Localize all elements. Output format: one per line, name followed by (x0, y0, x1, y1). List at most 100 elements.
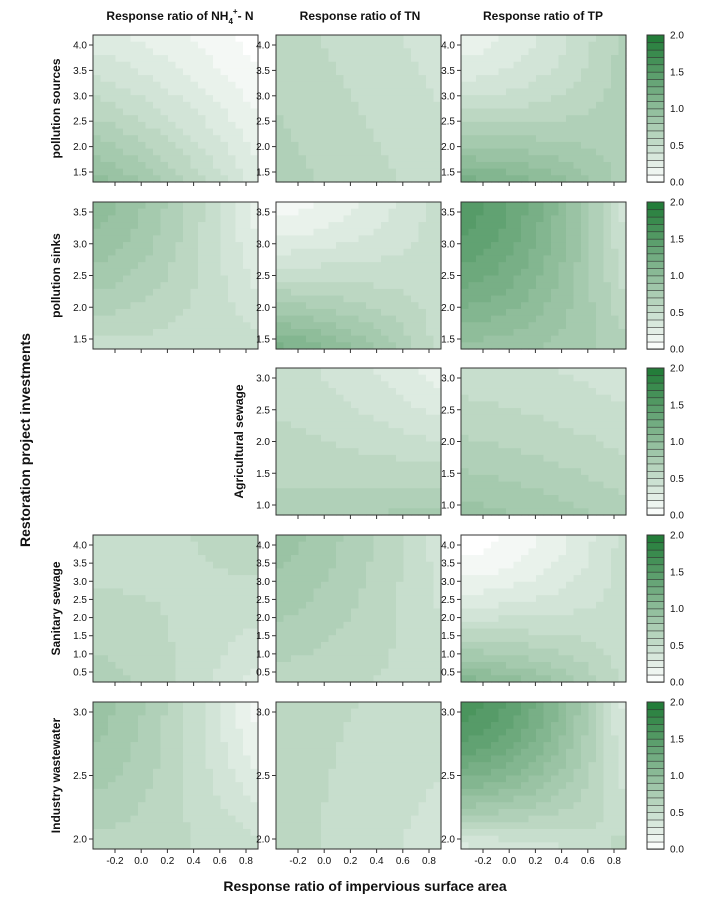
contour-cell (115, 548, 124, 556)
contour-cell (321, 48, 330, 56)
contour-cell (243, 322, 252, 330)
contour-cell (373, 621, 382, 630)
contour-cell (483, 282, 492, 290)
contour-cell (603, 454, 612, 463)
contour-cell (491, 121, 500, 130)
contour-cell (411, 601, 420, 610)
contour-cell (411, 414, 420, 423)
contour-cell (313, 568, 322, 576)
contour-cell (366, 255, 375, 263)
contour-cell (543, 135, 552, 143)
contour-cell (250, 161, 259, 170)
contour-cell (115, 595, 124, 603)
contour-cell (175, 35, 184, 43)
contour-cell (551, 501, 560, 509)
contour-cell (306, 561, 315, 570)
contour-cell (426, 81, 435, 90)
y-tick-label: 2.5 (256, 271, 270, 282)
contour-cell (411, 275, 420, 283)
contour-cell (596, 135, 605, 143)
contour-cell (461, 55, 470, 63)
contour-cell (313, 374, 322, 382)
contour-cell (536, 414, 545, 423)
contour-cell (433, 208, 442, 216)
contour-cell (228, 161, 237, 170)
contour-cell (433, 381, 442, 389)
contour-cell (235, 215, 244, 223)
contour-cell (351, 481, 360, 489)
contour-cell (123, 541, 132, 549)
contour-cell (328, 608, 337, 616)
contour-cell (130, 601, 139, 610)
contour-cell (130, 235, 139, 243)
contour-cell (388, 635, 397, 643)
contour-cell (418, 621, 427, 630)
contour-cell (306, 608, 315, 616)
contour-cell (93, 175, 102, 183)
contour-cell (596, 374, 605, 382)
contour-cell (183, 548, 192, 556)
contour-cell (566, 121, 575, 130)
contour-cell (366, 242, 375, 250)
contour-cell (411, 41, 420, 49)
contour-cell (588, 421, 597, 429)
contour-cell (190, 268, 199, 277)
contour-cell (411, 655, 420, 663)
contour-cell (283, 68, 292, 76)
contour-cell (513, 481, 522, 489)
contour-cell (100, 115, 109, 123)
contour-cell (243, 68, 252, 76)
contour-cell (588, 68, 597, 76)
contour-cell (543, 55, 552, 63)
contour-cell (100, 328, 109, 337)
contour-cell (558, 401, 567, 409)
contour-cell (521, 454, 530, 463)
contour-cell (145, 61, 154, 70)
contour-cell (381, 215, 390, 223)
contour-cell (313, 408, 322, 416)
contour-cell (250, 222, 259, 230)
contour-cell (108, 61, 117, 70)
contour-cell (313, 454, 322, 463)
contour-cell (298, 488, 307, 496)
contour-cell (351, 215, 360, 223)
contour-cell (468, 248, 477, 257)
contour-cell (243, 128, 252, 136)
contour-cell (145, 68, 154, 76)
contour-cell (551, 61, 560, 70)
contour-cell (373, 328, 382, 337)
y-tick-label: 4.0 (441, 41, 455, 52)
contour-cell (373, 488, 382, 496)
contour-cell (145, 541, 154, 549)
contour-cell (558, 48, 567, 56)
contour-cell (603, 322, 612, 330)
contour-cell (336, 121, 345, 130)
contour-cell (298, 282, 307, 290)
contour-cell (351, 328, 360, 337)
contour-cell (235, 315, 244, 323)
contour-cell (418, 315, 427, 323)
contour-cell (228, 168, 237, 176)
contour-cell (235, 342, 244, 350)
contour-cell (291, 414, 300, 423)
contour-cell (461, 501, 470, 509)
contour-cell (611, 494, 620, 503)
contour-cell (298, 494, 307, 503)
contour-cell (418, 381, 427, 389)
contour-cell (603, 335, 612, 343)
contour-cell (153, 255, 162, 263)
contour-cell (618, 208, 627, 216)
contour-cell (130, 668, 139, 676)
contour-cell (536, 208, 545, 216)
contour-cell (250, 121, 259, 130)
contour-cell (298, 621, 307, 630)
contour-cell (205, 275, 214, 283)
contour-cell (506, 302, 515, 310)
contour-cell (168, 535, 177, 543)
contour-cell (291, 481, 300, 489)
contour-cell (306, 315, 315, 323)
contour-cell (373, 588, 382, 596)
contour-cell (306, 282, 315, 290)
contour-cell (228, 635, 237, 643)
contour-cell (388, 328, 397, 337)
